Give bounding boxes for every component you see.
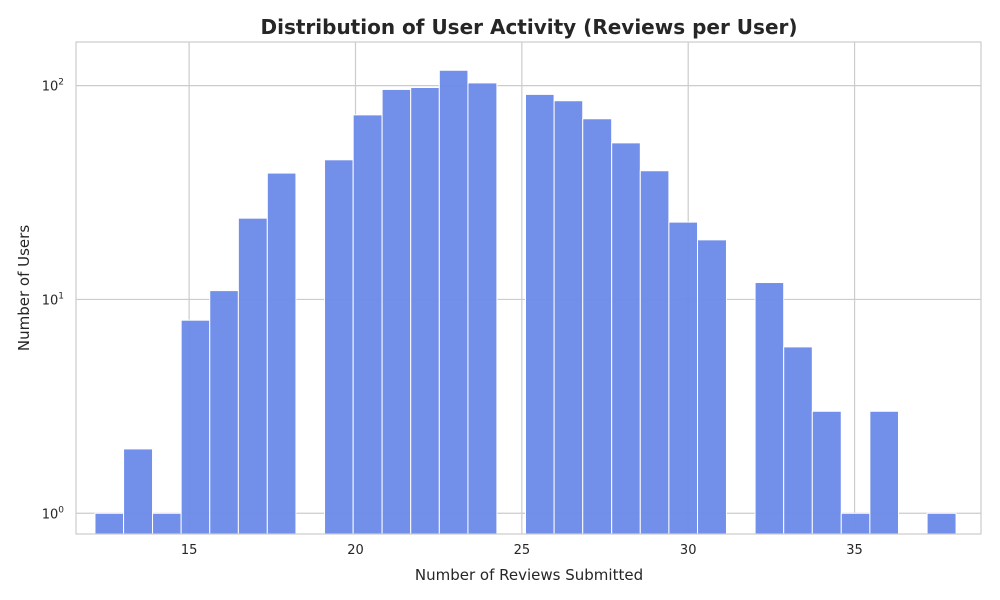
histogram-bar-0 — [94, 512, 125, 535]
histogram-bar-13 — [525, 93, 555, 535]
histogram-bar-14 — [553, 100, 584, 535]
x-tick-label-15: 15 — [181, 543, 198, 558]
x-tick-label-20: 20 — [347, 543, 364, 558]
histogram-bars — [94, 69, 957, 535]
histogram-bar-21 — [783, 346, 813, 535]
histogram-bar-6 — [266, 172, 297, 535]
y-tick-labels: 100 101 102 — [42, 78, 65, 523]
histogram-bar-10 — [410, 87, 440, 535]
histogram-bar-7 — [324, 159, 354, 535]
histogram-bar-20 — [754, 282, 785, 535]
chart-title: Distribution of User Activity (Reviews p… — [260, 15, 797, 39]
histogram-bar-8 — [352, 114, 383, 535]
histogram-bar-23 — [840, 512, 871, 535]
histogram-bar-19 — [697, 239, 727, 535]
histogram-bar-22 — [811, 410, 842, 535]
histogram-bar-9 — [381, 88, 412, 535]
x-tick-label-30: 30 — [680, 543, 697, 558]
histogram-bar-17 — [639, 170, 670, 535]
histogram-bar-5 — [237, 217, 268, 535]
histogram-bar-16 — [611, 142, 641, 535]
x-tick-label-25: 25 — [514, 543, 531, 558]
x-axis-label: Number of Reviews Submitted — [415, 566, 643, 584]
x-tick-labels: 15 20 25 30 35 — [181, 543, 863, 558]
histogram-bar-4 — [209, 290, 239, 535]
histogram-bar-25 — [926, 512, 957, 535]
y-tick-label-10: 101 — [42, 291, 64, 308]
histogram-bar-12 — [467, 82, 498, 535]
histogram-bar-18 — [668, 221, 699, 535]
histogram-bar-15 — [582, 118, 613, 535]
y-axis-label: Number of Users — [15, 225, 33, 351]
histogram-bar-3 — [180, 319, 211, 535]
y-tick-label-1: 100 — [42, 505, 65, 522]
x-tick-label-35: 35 — [846, 543, 863, 558]
plot-frame — [75, 41, 982, 535]
y-tick-label-100: 102 — [42, 78, 64, 95]
histogram-bar-2 — [152, 512, 182, 535]
histogram-bar-1 — [123, 448, 154, 535]
histogram-bar-11 — [438, 69, 469, 535]
histogram-bar-24 — [869, 410, 899, 535]
